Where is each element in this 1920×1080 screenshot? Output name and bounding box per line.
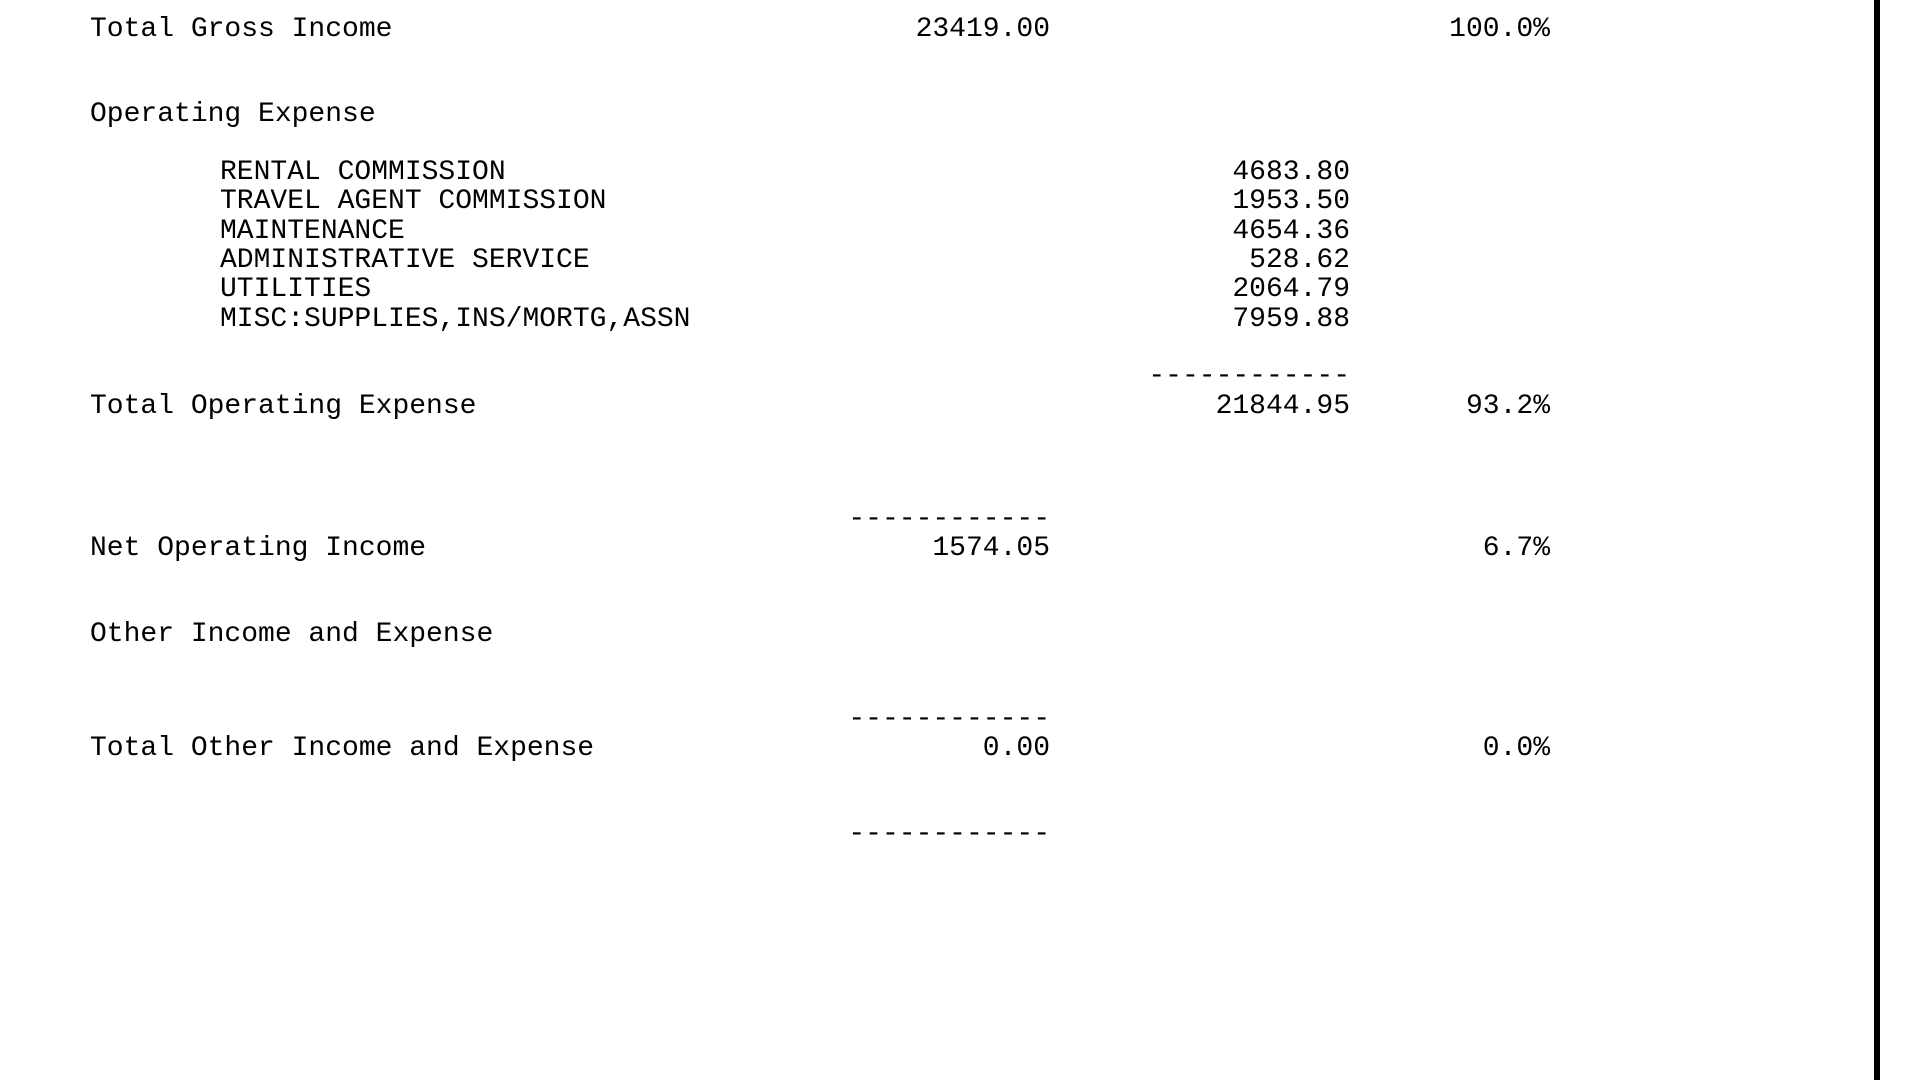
separator-row: ------------ [90, 505, 1830, 534]
row-total-other-income-expense: Total Other Income and Expense 0.00 0.0% [90, 734, 1830, 763]
expense-item: UTILITIES 2064.79 [90, 275, 1830, 304]
expense-item-label: MAINTENANCE [90, 217, 730, 246]
expense-item-amount: 2064.79 [1050, 275, 1350, 304]
row-total-operating-expense: Total Operating Expense 21844.95 93.2% [90, 392, 1830, 421]
expense-item: MISC:SUPPLIES,INS/MORTG,ASSN 7959.88 [90, 305, 1830, 334]
expense-item-amount: 4683.80 [1050, 158, 1350, 187]
row-net-operating-income: Net Operating Income 1574.05 6.7% [90, 534, 1830, 563]
expense-item: RENTAL COMMISSION 4683.80 [90, 158, 1830, 187]
heading-other-income-expense: Other Income and Expense [90, 620, 730, 649]
separator-line: ------------ [730, 505, 1050, 534]
expense-item-label: TRAVEL AGENT COMMISSION [90, 187, 730, 216]
amount-total-other-income-expense: 0.00 [730, 734, 1050, 763]
row-total-gross-income: Total Gross Income 23419.00 100.0% [90, 15, 1830, 44]
label-total-gross-income: Total Gross Income [90, 15, 730, 44]
amount-total-operating-expense: 21844.95 [1050, 392, 1350, 421]
heading-operating-expense: Operating Expense [90, 100, 730, 129]
page-right-border [1874, 0, 1880, 1080]
separator-row: ------------ [90, 705, 1830, 734]
blank [1050, 15, 1350, 44]
label-total-operating-expense: Total Operating Expense [90, 392, 730, 421]
heading-other-income-expense-row: Other Income and Expense [90, 620, 1830, 649]
pct-total-operating-expense: 93.2% [1350, 392, 1550, 421]
heading-operating-expense-row: Operating Expense [90, 100, 1830, 129]
separator-row: ------------ [90, 362, 1830, 391]
expense-item-label: RENTAL COMMISSION [90, 158, 730, 187]
expense-item-amount: 528.62 [1050, 246, 1350, 275]
amount-net-operating-income: 1574.05 [730, 534, 1050, 563]
expense-item-amount: 1953.50 [1050, 187, 1350, 216]
separator-line: ------------ [730, 705, 1050, 734]
financial-statement-page: Total Gross Income 23419.00 100.0% Opera… [0, 0, 1920, 849]
expense-item-label: MISC:SUPPLIES,INS/MORTG,ASSN [90, 305, 730, 334]
label-total-other-income-expense: Total Other Income and Expense [90, 734, 730, 763]
expense-item-label: UTILITIES [90, 275, 730, 304]
expense-item-amount: 7959.88 [1050, 305, 1350, 334]
separator-line: ------------ [730, 820, 1050, 849]
pct-total-gross-income: 100.0% [1350, 15, 1550, 44]
pct-total-other-income-expense: 0.0% [1350, 734, 1550, 763]
separator-line: ------------ [1050, 362, 1350, 391]
expense-item-label: ADMINISTRATIVE SERVICE [90, 246, 730, 275]
expense-item: MAINTENANCE 4654.36 [90, 217, 1830, 246]
amount-total-gross-income: 23419.00 [730, 15, 1050, 44]
expense-item: ADMINISTRATIVE SERVICE 528.62 [90, 246, 1830, 275]
pct-net-operating-income: 6.7% [1350, 534, 1550, 563]
expense-item-amount: 4654.36 [1050, 217, 1350, 246]
label-net-operating-income: Net Operating Income [90, 534, 730, 563]
separator-row: ------------ [90, 820, 1830, 849]
expense-item: TRAVEL AGENT COMMISSION 1953.50 [90, 187, 1830, 216]
